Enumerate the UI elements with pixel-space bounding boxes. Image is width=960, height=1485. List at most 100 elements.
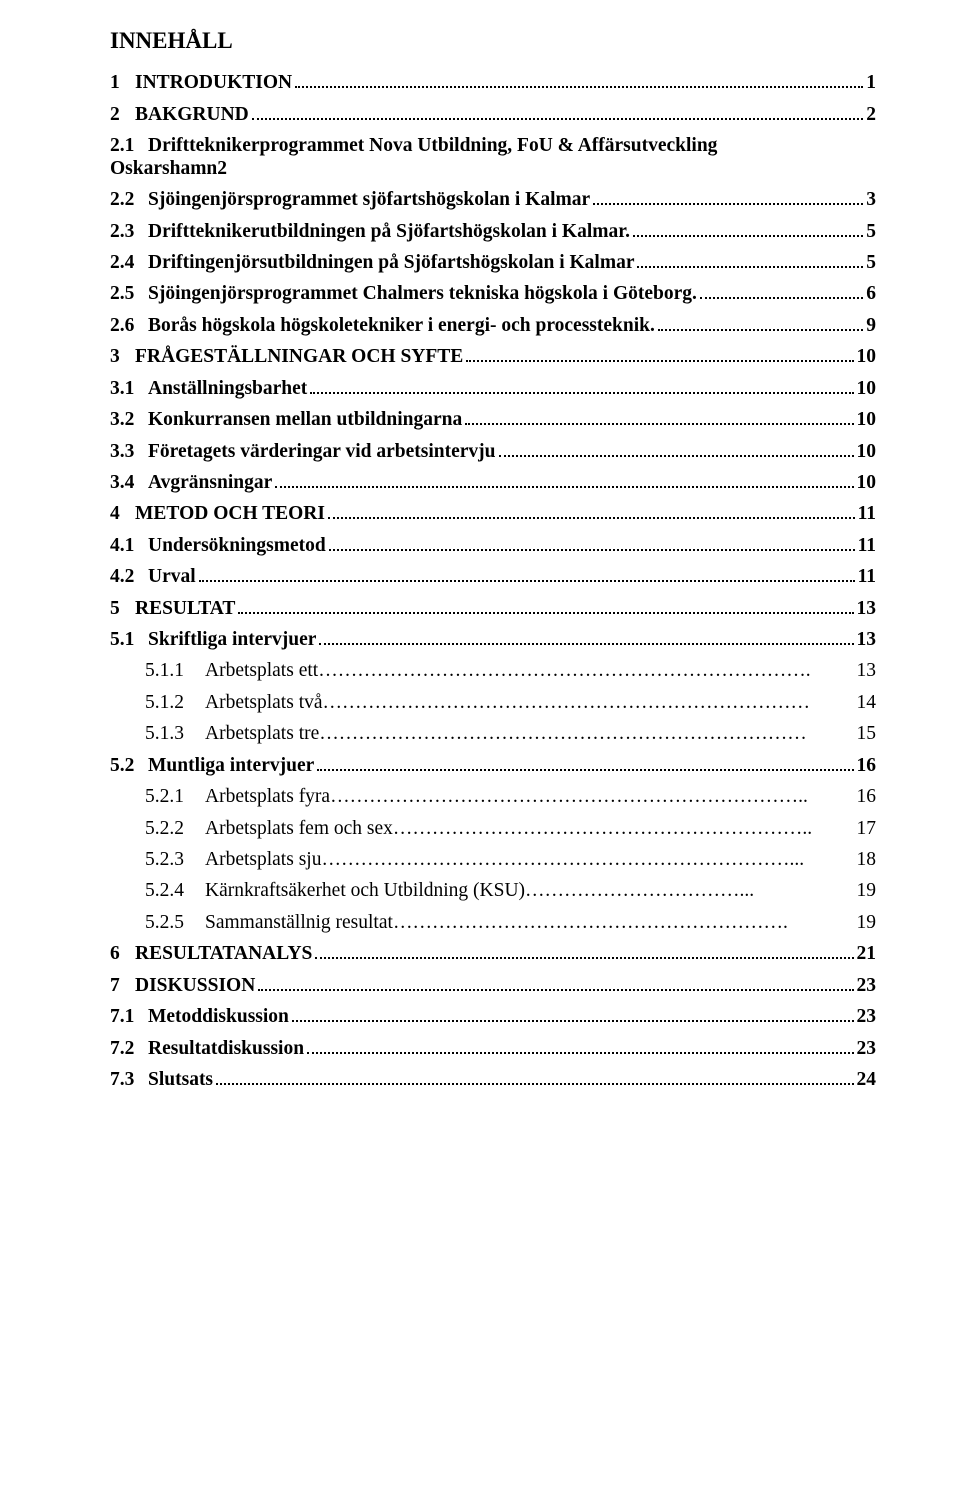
toc-entry[interactable]: 5.1.1Arbetsplats ett……………………………………………………… bbox=[110, 660, 876, 682]
toc-entry-page: 19 bbox=[857, 912, 877, 934]
toc-entry-label: FRÅGESTÄLLNINGAR OCH SYFTE bbox=[135, 346, 463, 368]
toc-entry-label: Arbetsplats ett bbox=[205, 660, 318, 682]
toc-entry[interactable]: 5.1.2Arbetsplats två……………………………………………………… bbox=[110, 692, 876, 714]
toc-entry[interactable]: 7.3Slutsats 24 bbox=[110, 1069, 876, 1091]
toc-entry-page: 2 bbox=[217, 158, 227, 180]
toc-entry-number: 2.2 bbox=[110, 189, 148, 211]
toc-entry[interactable]: 5.2.1Arbetsplats fyra…………………………………………………… bbox=[110, 786, 876, 808]
toc-entry-label: Driftteknikerprogrammet Nova Utbildning,… bbox=[148, 135, 717, 157]
toc-entry[interactable]: 5.2.5Sammanställnig resultat………………………………… bbox=[110, 912, 876, 934]
toc-entry-number: 4.2 bbox=[110, 566, 148, 588]
toc-entry-page: 5 bbox=[866, 221, 876, 243]
toc-entry[interactable]: 6RESULTATANALYS 21 bbox=[110, 943, 876, 965]
toc-entry-page: 11 bbox=[858, 535, 876, 557]
toc-trail: ………………………………………………………………... bbox=[321, 849, 856, 871]
toc-entry-number: 5.1.1 bbox=[145, 660, 205, 682]
toc-entry[interactable]: 5.2.3Arbetsplats sju……………………………………………………… bbox=[110, 849, 876, 871]
toc-entry[interactable]: 4.2Urval 11 bbox=[110, 566, 876, 588]
toc-entry-number: 3.2 bbox=[110, 409, 148, 431]
toc-entry[interactable]: 5RESULTAT 13 bbox=[110, 598, 876, 620]
toc-entry[interactable]: 5.2.2Arbetsplats fem och sex………………………………… bbox=[110, 818, 876, 840]
toc-entry[interactable]: 1INTRODUKTION 1 bbox=[110, 72, 876, 94]
toc-entry-number: 3.4 bbox=[110, 472, 148, 494]
toc-leader bbox=[319, 632, 853, 645]
toc-entry-label: Slutsats bbox=[148, 1069, 213, 1091]
toc-entry-label: Driftingenjörsutbildningen på Sjöfartshö… bbox=[148, 252, 634, 274]
toc-entry[interactable]: 5.2Muntliga intervjuer 16 bbox=[110, 755, 876, 777]
toc-entry-number: 2.4 bbox=[110, 252, 148, 274]
toc-entry-page: 23 bbox=[857, 975, 877, 997]
toc-entry-number: 2.5 bbox=[110, 283, 148, 305]
toc-entry-page: 16 bbox=[857, 755, 877, 777]
toc-leader bbox=[216, 1072, 853, 1085]
toc-entry[interactable]: 2.4Driftingenjörsutbildningen på Sjöfart… bbox=[110, 252, 876, 274]
toc-entry[interactable]: 2.6Borås högskola högskoletekniker i ene… bbox=[110, 315, 876, 337]
toc-trail: ……………………………………………………. bbox=[393, 912, 857, 934]
toc-leader bbox=[295, 76, 863, 89]
toc-entry-label: Sjöingenjörsprogrammet Chalmers tekniska… bbox=[148, 283, 697, 305]
toc-leader bbox=[315, 947, 853, 960]
toc-entry-label: Arbetsplats fyra bbox=[205, 786, 330, 808]
toc-entry[interactable]: 7.2Resultatdiskussion 23 bbox=[110, 1038, 876, 1060]
toc-trail: …………………………………………………………………. bbox=[318, 660, 856, 682]
toc-entry-number: 3 bbox=[110, 346, 135, 368]
toc-entry-number: 4.1 bbox=[110, 535, 148, 557]
toc-entry-page: 24 bbox=[857, 1069, 877, 1091]
toc-entry-label: Muntliga intervjuer bbox=[148, 755, 314, 777]
toc-entry-label: RESULTAT bbox=[135, 598, 235, 620]
toc-entry[interactable]: 2.3Driftteknikerutbildningen på Sjöfarts… bbox=[110, 221, 876, 243]
toc-entry[interactable]: 7DISKUSSION 23 bbox=[110, 975, 876, 997]
toc-entry[interactable]: 3.1Anställningsbarhet 10 bbox=[110, 378, 876, 400]
toc-entry[interactable]: 5.2.4Kärnkraftsäkerhet och Utbildning (K… bbox=[110, 880, 876, 902]
toc-entry[interactable]: 2BAKGRUND 2 bbox=[110, 104, 876, 126]
toc-leader bbox=[310, 381, 853, 394]
toc-entry-page: 11 bbox=[858, 503, 876, 525]
toc-entry-number: 2 bbox=[110, 104, 135, 126]
toc-trail: ……………………………………………………………….. bbox=[330, 786, 856, 808]
toc-entry[interactable]: 3.3Företagets värderingar vid arbetsinte… bbox=[110, 441, 876, 463]
toc-entry[interactable]: 5.1Skriftliga intervjuer 13 bbox=[110, 629, 876, 651]
toc-entry-page: 13 bbox=[857, 660, 877, 682]
toc-entry-number: 5.2.3 bbox=[145, 849, 205, 871]
toc-entry-page: 10 bbox=[857, 472, 877, 494]
toc-entry-page: 10 bbox=[857, 409, 877, 431]
toc-entry-label: Sjöingenjörsprogrammet sjöfartshögskolan… bbox=[148, 189, 590, 211]
toc-entry[interactable]: 2.1Driftteknikerprogrammet Nova Utbildni… bbox=[110, 135, 876, 180]
toc-entry-number: 5.1.3 bbox=[145, 723, 205, 745]
toc-leader bbox=[700, 287, 863, 300]
toc-entry-page: 18 bbox=[857, 849, 877, 871]
toc-leader bbox=[633, 224, 863, 237]
toc-entry-number: 5.2 bbox=[110, 755, 148, 777]
toc-entry-label: Sammanställnig resultat bbox=[205, 912, 393, 934]
toc-entry[interactable]: 4METOD OCH TEORI 11 bbox=[110, 503, 876, 525]
toc-entry-number: 5.1.2 bbox=[145, 692, 205, 714]
toc-entry-number: 2.6 bbox=[110, 315, 148, 337]
toc-list: 1INTRODUKTION 1 2BAKGRUND 2 2.1Driftteknik… bbox=[110, 72, 876, 1091]
toc-entry-page: 10 bbox=[857, 441, 877, 463]
toc-entry-page: 13 bbox=[857, 629, 877, 651]
toc-entry-page: 3 bbox=[866, 189, 876, 211]
toc-entry-number: 7.2 bbox=[110, 1038, 148, 1060]
toc-entry-page: 16 bbox=[857, 786, 877, 808]
toc-entry[interactable]: 3.4Avgränsningar 10 bbox=[110, 472, 876, 494]
toc-entry[interactable]: 2.2Sjöingenjörsprogrammet sjöfartshögsko… bbox=[110, 189, 876, 211]
toc-entry-page: 10 bbox=[857, 378, 877, 400]
toc-entry-page: 5 bbox=[866, 252, 876, 274]
toc-entry-page: 10 bbox=[857, 346, 877, 368]
toc-entry[interactable]: 5.1.3Arbetsplats tre……………………………………………………… bbox=[110, 723, 876, 745]
toc-entry-page: 11 bbox=[858, 566, 876, 588]
toc-entry[interactable]: 3FRÅGESTÄLLNINGAR OCH SYFTE 10 bbox=[110, 346, 876, 368]
toc-entry-label: Arbetsplats sju bbox=[205, 849, 321, 871]
toc-entry[interactable]: 4.1Undersökningsmetod 11 bbox=[110, 535, 876, 557]
toc-entry[interactable]: 7.1Metoddiskussion 23 bbox=[110, 1006, 876, 1028]
toc-entry[interactable]: 3.2Konkurransen mellan utbildningarna 10 bbox=[110, 409, 876, 431]
toc-entry[interactable]: 2.5Sjöingenjörsprogrammet Chalmers tekni… bbox=[110, 283, 876, 305]
toc-trail: ……………………………………………………….. bbox=[393, 818, 857, 840]
toc-entry-number: 4 bbox=[110, 503, 135, 525]
toc-leader bbox=[328, 507, 855, 520]
toc-entry-label: Borås högskola högskoletekniker i energi… bbox=[148, 315, 655, 337]
toc-entry-number: 3.3 bbox=[110, 441, 148, 463]
toc-entry-label: METOD OCH TEORI bbox=[135, 503, 325, 525]
toc-entry-number: 7.1 bbox=[110, 1006, 148, 1028]
toc-entry-number: 5 bbox=[110, 598, 135, 620]
